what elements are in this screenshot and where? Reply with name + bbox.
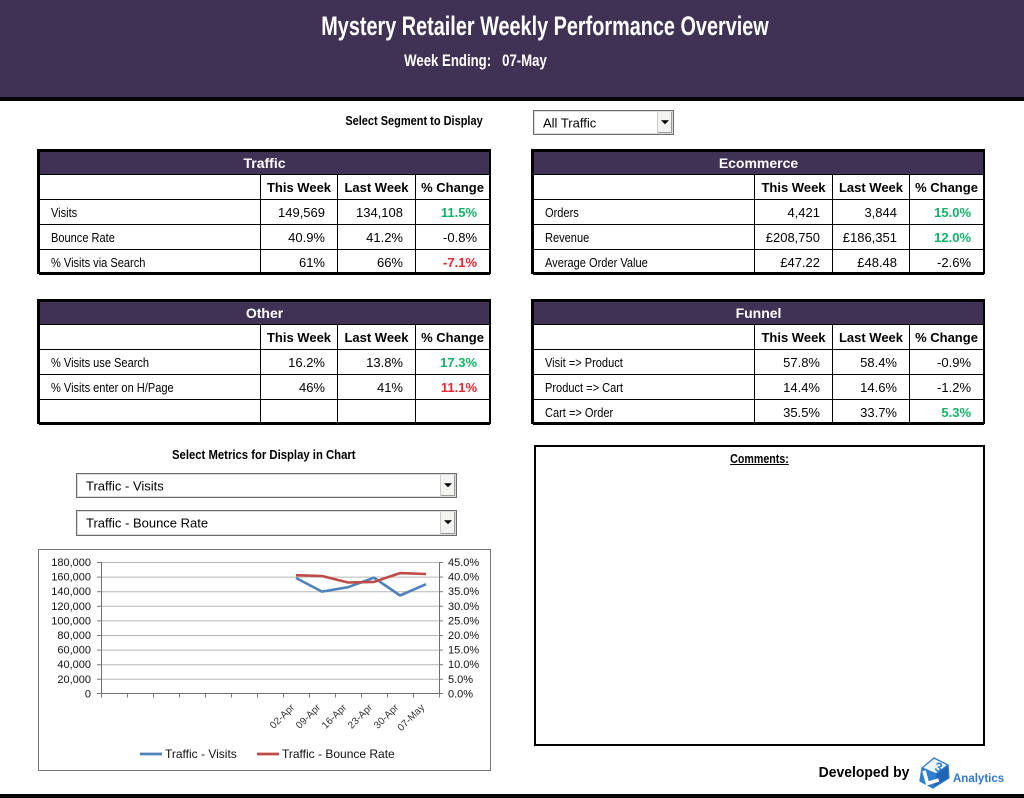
svg-text:40,000: 40,000: [57, 659, 91, 671]
svg-text:30.0%: 30.0%: [448, 601, 479, 613]
svg-text:Analytics: Analytics: [953, 773, 1004, 785]
svg-text:20.0%: 20.0%: [448, 630, 479, 642]
svg-text:160,000: 160,000: [51, 572, 91, 584]
svg-text:Traffic - Bounce Rate: Traffic - Bounce Rate: [282, 747, 395, 761]
svg-text:10.0%: 10.0%: [448, 659, 479, 671]
svg-text:15.0%: 15.0%: [448, 645, 479, 657]
svg-text:60,000: 60,000: [57, 645, 91, 657]
svg-text:45.0%: 45.0%: [448, 557, 479, 569]
svg-text:120,000: 120,000: [51, 601, 91, 613]
svg-text:100,000: 100,000: [51, 615, 91, 627]
svg-text:180,000: 180,000: [51, 557, 91, 569]
svg-text:25.0%: 25.0%: [448, 615, 479, 627]
svg-text:5.0%: 5.0%: [448, 674, 473, 686]
svg-text:0: 0: [85, 688, 91, 700]
svg-text:0.0%: 0.0%: [448, 688, 473, 700]
svg-text:20,000: 20,000: [57, 674, 91, 686]
svg-text:140,000: 140,000: [51, 586, 91, 598]
svg-text:40.0%: 40.0%: [448, 572, 479, 584]
svg-text:35.0%: 35.0%: [448, 586, 479, 598]
svg-text:3: 3: [933, 759, 944, 775]
svg-text:Traffic - Visits: Traffic - Visits: [165, 747, 237, 761]
svg-text:80,000: 80,000: [57, 630, 91, 642]
